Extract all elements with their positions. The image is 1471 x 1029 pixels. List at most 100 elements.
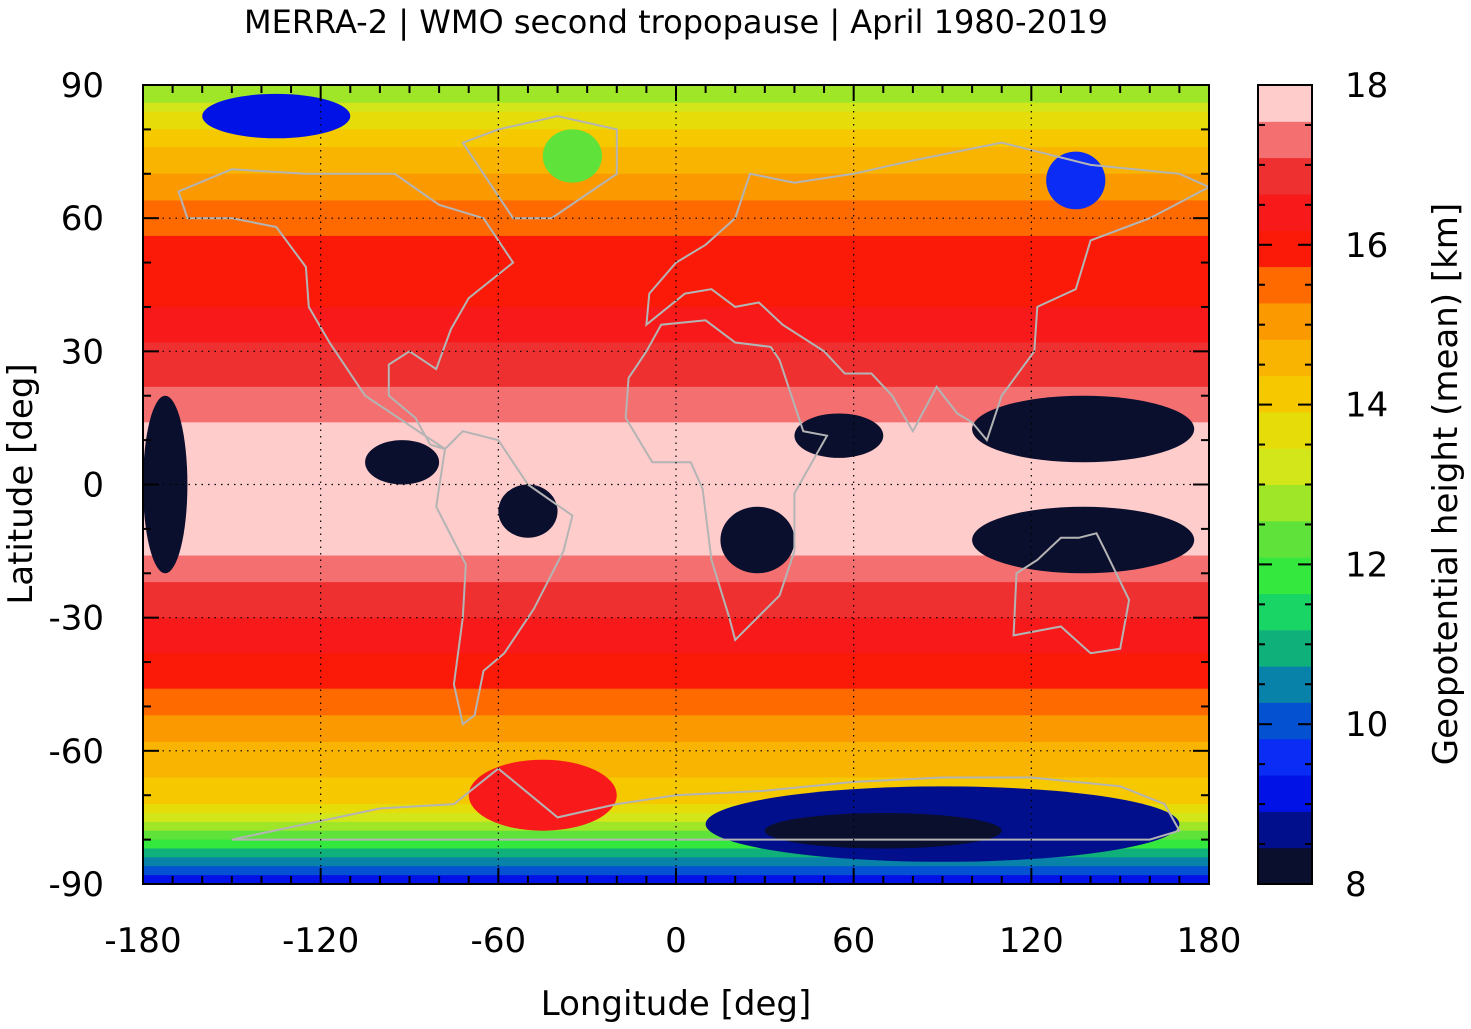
heatmap-band: [143, 440, 1209, 450]
y-tick-label: 90: [61, 66, 104, 106]
heatmap-band: [143, 431, 1209, 441]
coastline: [177, 168, 515, 450]
heatmap-band: [143, 271, 1209, 281]
heatmap-band: [143, 138, 1209, 148]
heatmap-band: [143, 857, 1209, 867]
y-axis: 90 60 30 0 -30 -60 -90: [48, 66, 1209, 905]
heatmap-band: [143, 679, 1209, 690]
heatmap-band: [143, 546, 1209, 557]
y-tick-label: 30: [61, 332, 104, 372]
heatmap-band: [143, 608, 1209, 619]
heatmap-band: [143, 209, 1209, 219]
heatmap-band: [143, 333, 1209, 344]
y-tick-label: -90: [48, 865, 104, 905]
colorbar-tick-label: 12: [1345, 545, 1388, 585]
coastline: [624, 319, 829, 642]
colorbar-swatch: [1258, 448, 1312, 485]
heatmap-band: [143, 564, 1209, 574]
colorbar-swatch: [1258, 411, 1312, 449]
colorbar-tick-label: 16: [1345, 226, 1388, 266]
heatmap-band: [143, 227, 1209, 237]
heatmap-band: [143, 377, 1209, 388]
colorbar-swatch: [1258, 121, 1312, 159]
y-tick-label: -30: [48, 599, 104, 639]
colorbar-swatch: [1258, 339, 1312, 377]
coastlines: [177, 115, 1209, 841]
heatmap-region: [542, 129, 602, 183]
colorbar-swatch: [1258, 520, 1312, 558]
x-tick-label: -60: [471, 921, 527, 961]
coastline: [435, 430, 574, 726]
heatmap-region: [972, 506, 1195, 574]
colorbar-swatch: [1258, 702, 1312, 740]
heatmap-band: [143, 369, 1209, 379]
heatmap-band: [143, 413, 1209, 423]
heatmap-band: [143, 448, 1209, 459]
y-tick-label: 60: [61, 199, 104, 239]
coastline: [231, 767, 1181, 841]
x-tick-label: -180: [104, 921, 181, 961]
heatmap-band: [143, 253, 1209, 264]
heatmap-band: [143, 182, 1209, 193]
x-axis-title: Longitude [deg]: [541, 984, 812, 1024]
heatmap-band: [143, 244, 1209, 255]
heatmap-band: [143, 812, 1209, 823]
colorbar-tick-label: 8: [1345, 865, 1367, 905]
x-tick-label: 0: [665, 921, 687, 961]
heatmap-band: [143, 688, 1209, 699]
heatmap-band: [143, 733, 1209, 743]
heatmap-region: [720, 506, 795, 574]
colorbar-tick-label: 18: [1345, 66, 1388, 106]
heatmap-band: [143, 200, 1209, 210]
heatmap-region: [468, 759, 617, 831]
heatmap-band: [143, 573, 1209, 583]
colorbar-swatch: [1258, 629, 1312, 667]
heatmap-band: [143, 102, 1209, 113]
colorbar: 18 16 14 12 10 8: [1257, 66, 1388, 905]
heatmap-band: [143, 111, 1209, 122]
heatmap-region: [972, 395, 1195, 463]
colorbar-tick-label: 10: [1345, 705, 1388, 745]
heatmap-band: [143, 315, 1209, 326]
heatmap-band: [143, 147, 1209, 157]
heatmap-band: [143, 777, 1209, 787]
colorbar-swatch: [1258, 85, 1312, 122]
colorbar-swatch: [1258, 847, 1312, 885]
heatmap-band: [143, 786, 1209, 796]
colorbar-swatch: [1258, 375, 1312, 413]
colorbar-tick-label: 14: [1345, 386, 1388, 426]
coastline: [645, 141, 1209, 443]
colorbar-swatch: [1258, 266, 1312, 304]
heatmap-band: [143, 395, 1209, 406]
heatmap-band: [143, 670, 1209, 681]
heatmap-band: [143, 741, 1209, 752]
heatmap-band: [143, 422, 1209, 432]
heatmap-band: [143, 795, 1209, 805]
heatmap-band: [143, 129, 1209, 139]
colorbar-title: Geopotential height (mean) [km]: [1426, 203, 1466, 765]
colorbar-swatch: [1258, 811, 1312, 849]
heatmap-band: [143, 502, 1209, 512]
heatmap-band: [143, 298, 1209, 308]
x-tick-label: 60: [832, 921, 875, 961]
colorbar-swatch: [1258, 230, 1312, 268]
coastline: [1012, 532, 1131, 655]
heatmap-band: [143, 759, 1209, 770]
heatmap-band: [143, 324, 1209, 335]
heatmap-band: [143, 156, 1209, 166]
colorbar-swatch: [1258, 302, 1312, 340]
heatmap-band: [143, 537, 1209, 548]
heatmap-band: [143, 342, 1209, 352]
heatmap-band: [143, 235, 1209, 246]
chart-title: MERRA-2 | WMO second tropopause | April …: [244, 3, 1108, 41]
heatmap-region: [202, 93, 351, 139]
heatmap-band: [143, 706, 1209, 716]
colorbar-swatch: [1258, 775, 1312, 812]
x-tick-label: -120: [282, 921, 359, 961]
heatmap-region: [143, 395, 188, 574]
heatmap-band: [143, 511, 1209, 521]
colorbar-swatch: [1258, 666, 1312, 703]
heatmap-band: [143, 280, 1209, 290]
heatmap-region: [365, 440, 440, 485]
